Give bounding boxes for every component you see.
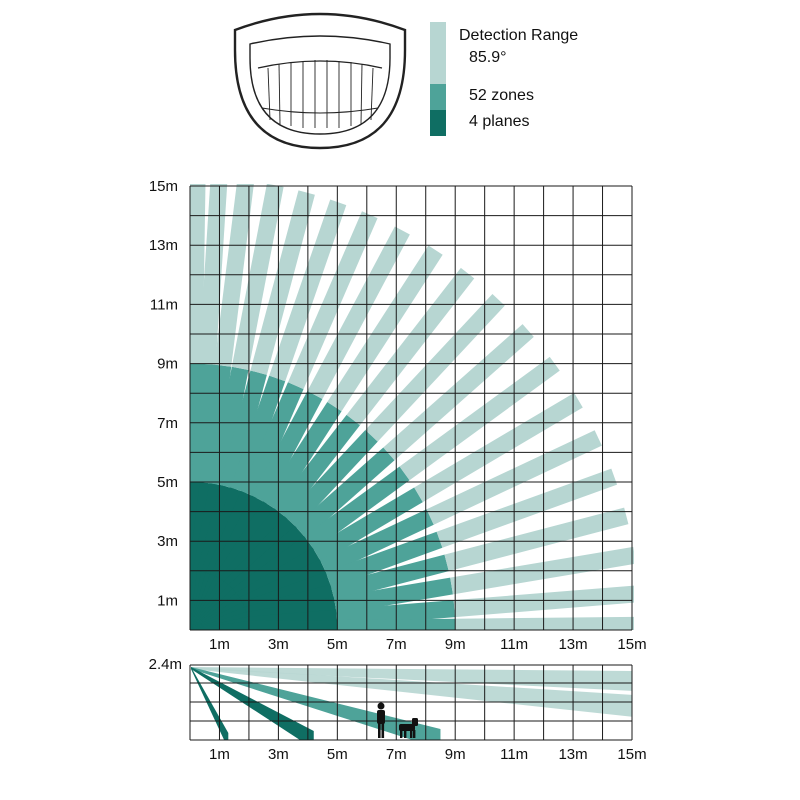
top-y-tick-label: 7m [157, 415, 178, 432]
top-x-tick-label: 15m [617, 636, 646, 653]
top-beam-18-mid-zone [333, 577, 453, 614]
top-y-tick-label: 13m [149, 237, 178, 254]
top-beam-9-mid-zone [263, 401, 342, 511]
top-beam-17-light-zone [444, 507, 629, 572]
side-x-tick-label: 1m [209, 746, 230, 763]
top-beam-16-mid-zone [325, 531, 443, 588]
top-view-axis-labels: 1m 3m 5m 7m 9m 11m 13m 15m 1m 3m 5m 7m 9m 11m 13m 15m [149, 178, 647, 653]
side-plane-4 [191, 667, 314, 740]
top-beam-3-mid-zone [199, 364, 232, 485]
side-height-label: 2.4m [149, 656, 182, 673]
side-view-axis-labels: 2.4m 1m 3m 5m 7m 9m 11m 13m 15m [149, 656, 647, 763]
top-y-tick-label: 15m [149, 178, 178, 195]
sensor-device-illustration [233, 12, 407, 150]
top-y-tick-label: 9m [157, 356, 178, 373]
top-x-tick-label: 5m [327, 636, 348, 653]
side-view-beams [191, 667, 632, 740]
top-beam-9-light-zone [327, 245, 443, 412]
top-beam-15-dark-zone [190, 597, 247, 630]
top-beam-17-mid-zone [330, 554, 449, 601]
top-x-tick-label: 9m [445, 636, 466, 653]
top-beam-8-mid-zone [251, 390, 323, 504]
side-x-tick-label: 13m [558, 746, 587, 763]
top-beam-8-light-zone [307, 226, 410, 400]
side-x-tick-label: 7m [386, 746, 407, 763]
legend-swatch-mid [430, 84, 446, 110]
side-x-tick-label: 15m [617, 746, 646, 763]
top-beam-5-light-zone [250, 190, 315, 375]
top-beam-14-light-zone [414, 392, 583, 503]
side-x-tick-label: 9m [445, 746, 466, 763]
top-view-beams [190, 184, 634, 630]
top-beam-11-light-zone [365, 294, 505, 442]
top-beam-3-light-zone [214, 184, 254, 367]
top-beam-20-dark-zone-2 [248, 619, 338, 630]
side-x-tick-label: 11m [500, 746, 528, 763]
top-beam-12-light-zone [383, 324, 534, 461]
top-beam-19-light-zone [453, 585, 634, 618]
top-beam-6-mid-zone [230, 375, 286, 494]
top-y-tick-label: 5m [157, 474, 178, 491]
top-beam-13-light-zone [399, 356, 560, 481]
legend-zones: 52 zones [469, 87, 534, 104]
top-x-tick-label: 7m [386, 636, 407, 653]
side-plane-2 [191, 667, 632, 717]
top-beam-7-mid-zone [240, 382, 304, 498]
top-beam-14-mid-zone [312, 487, 423, 563]
side-plane-1 [191, 667, 632, 691]
side-x-tick-label: 3m [268, 746, 289, 763]
top-beam-8-dark-zone-2 [210, 495, 267, 582]
side-x-tick-label: 5m [327, 746, 348, 763]
legend-color-bar [430, 22, 446, 136]
top-x-tick-label: 13m [558, 636, 587, 653]
legend-swatch-dark [430, 110, 446, 136]
top-beam-5-mid-zone [219, 370, 267, 490]
legend-title: Detection Range [459, 27, 579, 44]
top-beam-20-light-zone [455, 616, 634, 630]
legend-swatch-light [430, 22, 446, 84]
top-beam-4-light-zone [231, 184, 284, 371]
top-beam-10-light-zone [346, 267, 475, 426]
top-beam-12-mid-zone [294, 447, 395, 539]
top-y-tick-label: 1m [157, 592, 178, 609]
top-y-tick-label: 11m [150, 296, 178, 313]
top-beam-10-mid-zone [274, 414, 360, 519]
top-view-grid [189, 185, 633, 631]
top-y-tick-label: 3m [157, 533, 178, 550]
legend-angle: 85.9° [469, 49, 507, 66]
top-beam-13-mid-zone [304, 466, 410, 550]
top-beam-15-mid-zone [319, 509, 434, 575]
top-x-tick-label: 1m [209, 636, 230, 653]
legend-planes: 4 planes [469, 113, 530, 130]
top-x-tick-label: 11m [500, 636, 528, 653]
person-icon [377, 702, 385, 738]
top-beam-7-light-zone [287, 211, 378, 390]
top-beam-16-light-zone [436, 468, 618, 548]
top-x-tick-label: 3m [268, 636, 289, 653]
dog-icon [399, 718, 418, 738]
side-view-grid [189, 664, 633, 741]
